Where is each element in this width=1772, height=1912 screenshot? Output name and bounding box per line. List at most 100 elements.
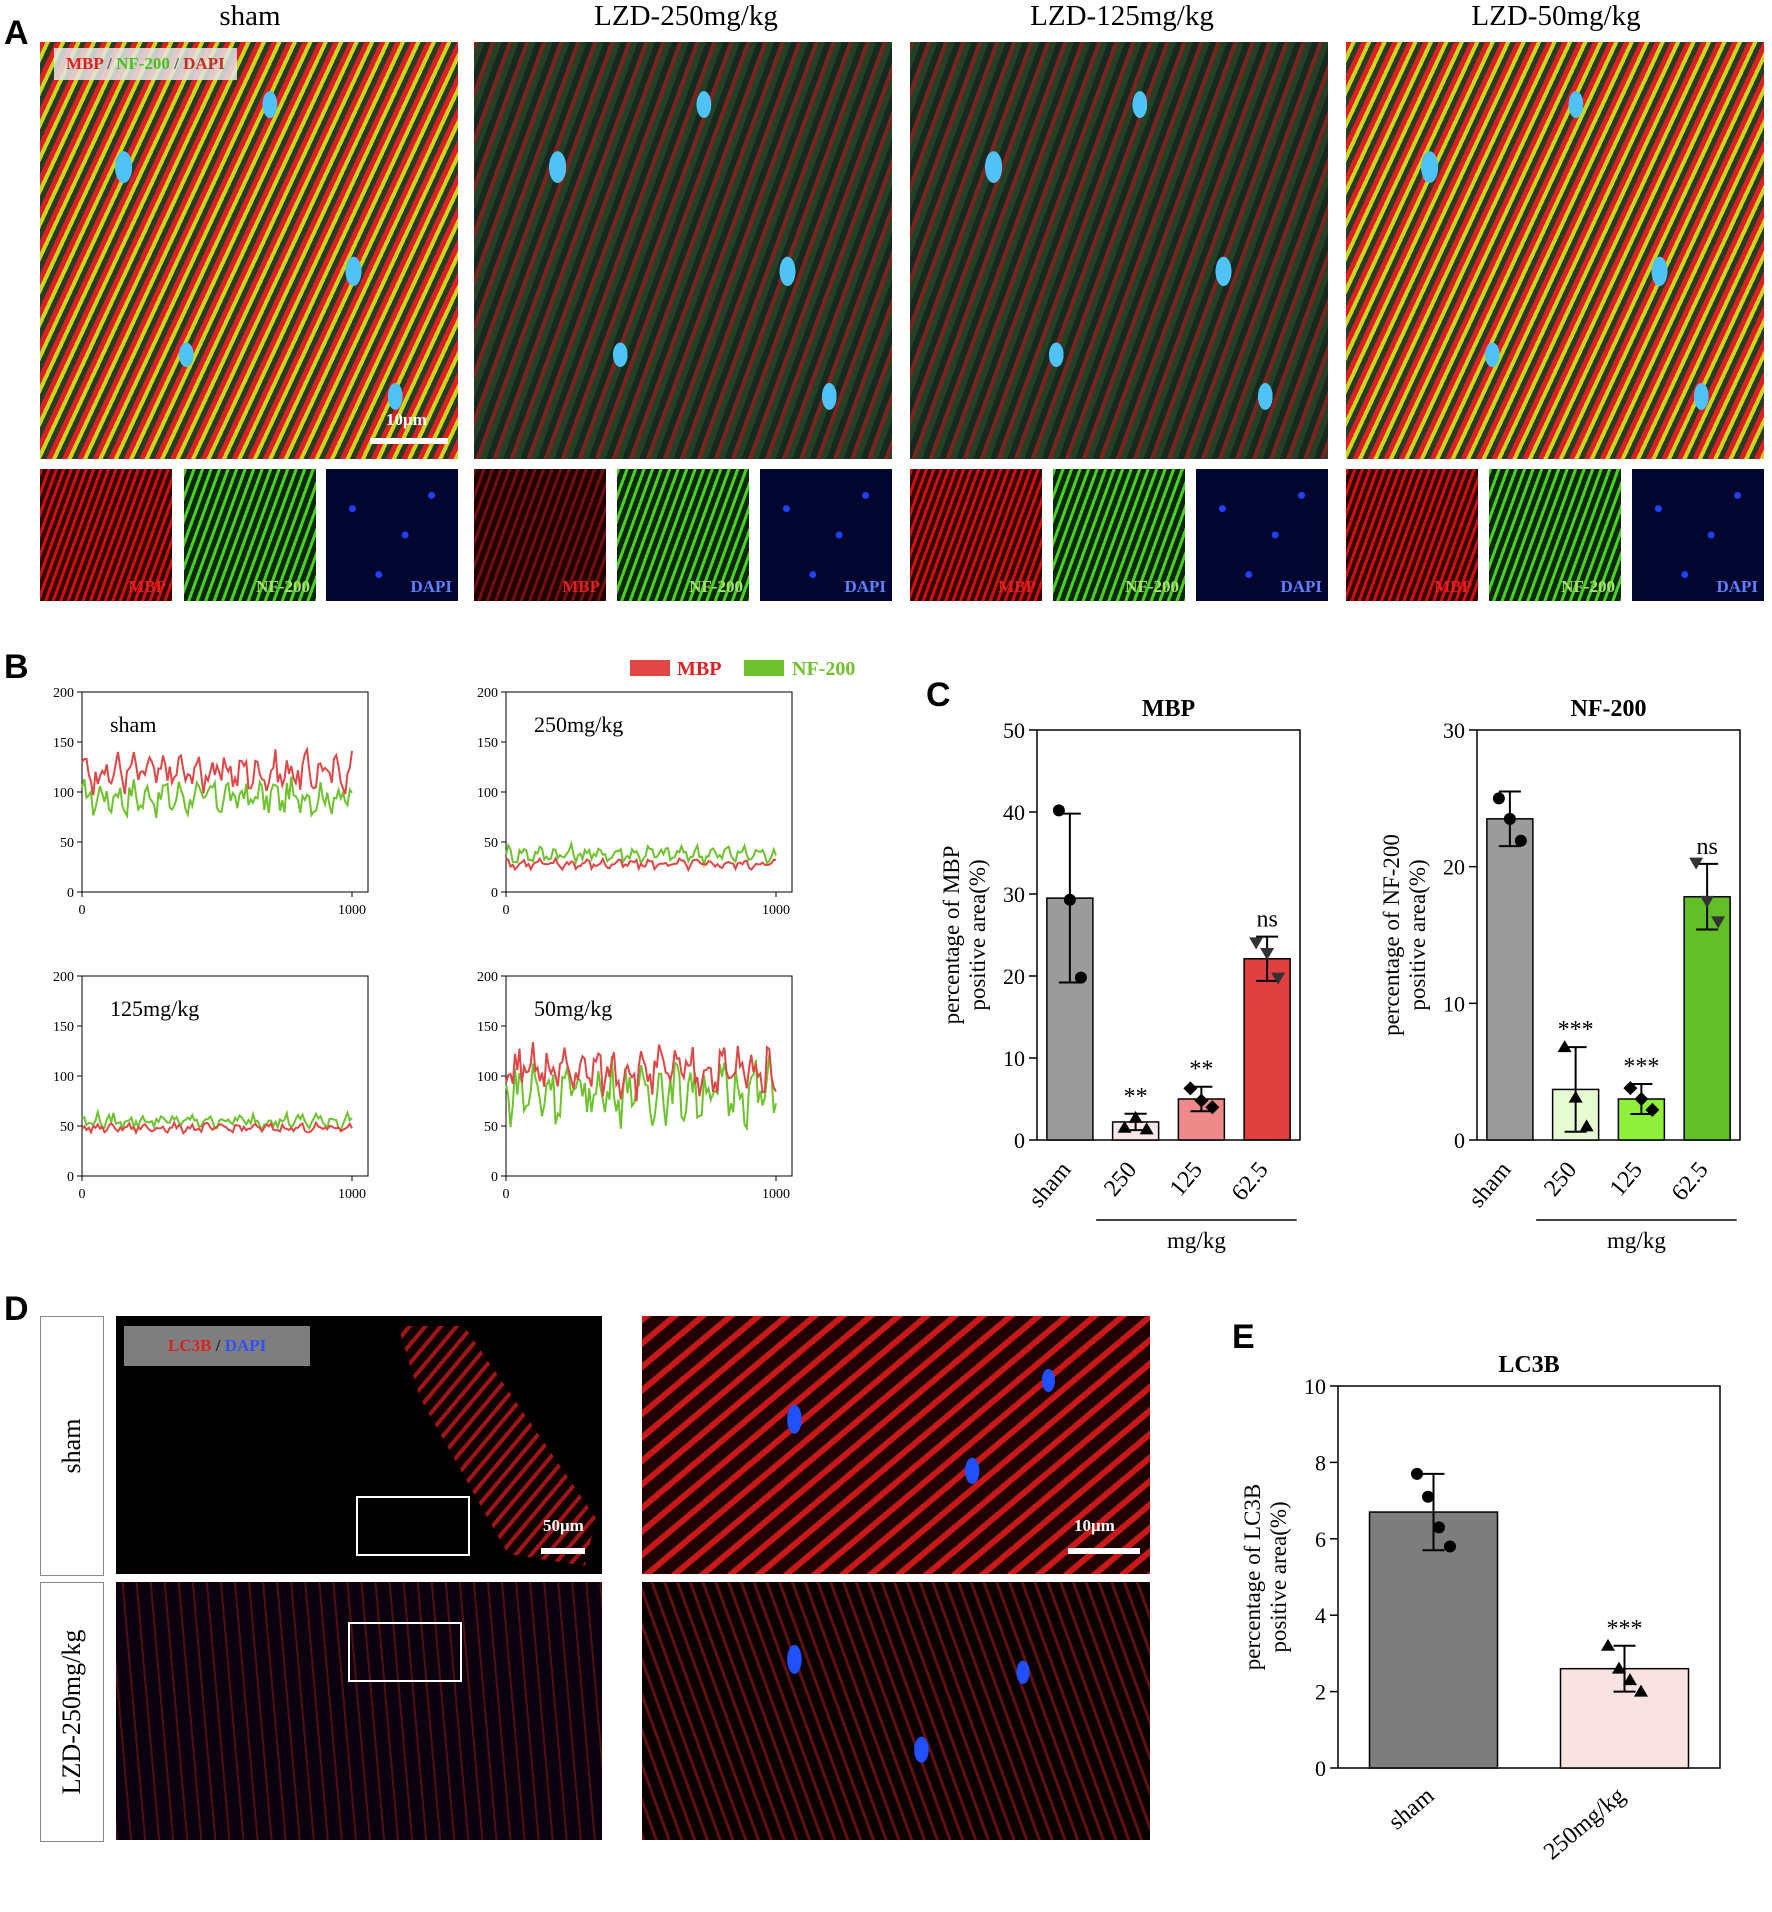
subplot-label: 125mg/kg [110, 996, 199, 1021]
data-point [1194, 1093, 1209, 1108]
channel-dapi-125: DAPI [1196, 469, 1328, 601]
nf200-profile-line [505, 839, 777, 869]
zoom-box [356, 1496, 470, 1556]
y-tick-label: 10 [1443, 991, 1465, 1016]
channel-nf200-50: NF-200 [1489, 469, 1621, 601]
scalebar [541, 1548, 585, 1554]
y-tick-label: 20 [1443, 855, 1465, 880]
y-tick-label: 4 [1315, 1603, 1326, 1628]
bar [1486, 818, 1534, 1141]
y-tick-label: 0 [491, 886, 498, 901]
mbp-profile-line [505, 1041, 777, 1102]
data-point [1557, 1040, 1572, 1053]
y-tick-label: 50 [60, 1120, 74, 1135]
data-point [1568, 1090, 1583, 1103]
x-tick-label: 250 [1099, 1157, 1142, 1201]
data-point [1411, 1467, 1423, 1480]
y-tick-label: 0 [1014, 1128, 1025, 1153]
profile-subplot: 0 50 100 150 200 0 1000 125mg/kg [53, 970, 369, 1202]
y-tick-label: 50 [1003, 718, 1025, 743]
data-point [1260, 948, 1275, 961]
profile-legend: MBP NF-200 [630, 658, 855, 680]
y-tick-label: 200 [477, 970, 498, 985]
data-point [1623, 1673, 1637, 1686]
x-tick-label: 0 [79, 903, 86, 918]
panel-letter-c: C [926, 676, 951, 714]
group-title-lzd-50: LZD-50mg/kg [1471, 0, 1641, 32]
bar [1243, 958, 1291, 1141]
significance-label: ** [1124, 1084, 1148, 1110]
plot-frame [1476, 729, 1741, 1141]
channel-nf200-sham: NF-200 [184, 469, 316, 601]
channel-mbp-125: MBP [910, 469, 1042, 601]
y-tick-label: 200 [53, 970, 74, 985]
x-tick-label: sham [1464, 1157, 1517, 1213]
plot-frame [1036, 729, 1301, 1141]
scalebar [370, 438, 448, 444]
y-tick-label: 200 [477, 686, 498, 701]
data-point [1612, 1661, 1626, 1674]
subplot-label: sham [110, 712, 156, 737]
group-title-lzd-250: LZD-250mg/kg [594, 0, 778, 32]
data-point [1139, 1122, 1154, 1135]
y-tick-label: 0 [1315, 1756, 1326, 1781]
nf200-profile-line [81, 776, 353, 820]
y-tick-label: 0 [491, 1170, 498, 1185]
data-point [1700, 895, 1715, 908]
group-title-sham: sham [219, 0, 281, 32]
channel-dapi-250: DAPI [760, 469, 892, 601]
data-point [1074, 971, 1087, 984]
x-tick-label: 125 [1605, 1157, 1648, 1201]
y-tick-label: 100 [53, 1070, 74, 1085]
channel-label: NF-200 [689, 577, 743, 596]
y-axis-label: percentage of LC3Bpositive area(%) [1240, 1484, 1291, 1670]
channel-label: MBP [562, 577, 600, 596]
legend-label-nf200: NF-200 [792, 658, 855, 680]
row-label-lzd-250: LZD-250mg/kg [40, 1582, 104, 1842]
data-point [1634, 1684, 1648, 1697]
data-point [1422, 1490, 1434, 1503]
merged-image-lzd-250 [474, 42, 892, 459]
legend-swatch-nf200 [744, 660, 784, 676]
y-tick-label: 150 [53, 1020, 74, 1035]
y-tick-label: 150 [477, 1020, 498, 1035]
stain-legend: MBP / NF-200 / DAPI [54, 48, 237, 80]
channel-label: NF-200 [256, 577, 310, 596]
x-tick-label: 0 [503, 1187, 510, 1202]
legend-mbp: MBP [66, 54, 103, 73]
legend-sep: / [169, 54, 184, 73]
plot-frame [1337, 1385, 1721, 1769]
data-point [1444, 1540, 1456, 1553]
channel-nf200-125: NF-200 [1053, 469, 1185, 601]
channel-label: MBP [998, 577, 1036, 596]
subplot-label: 50mg/kg [534, 996, 612, 1021]
y-tick-label: 30 [1003, 882, 1025, 907]
scalebar [1068, 1548, 1140, 1554]
scalebar-label: 10μm [1074, 1516, 1115, 1535]
lc3b-low-sham: LC3B / DAPI 50μm [116, 1316, 602, 1574]
group-title-lzd-125: LZD-125mg/kg [1030, 0, 1214, 32]
stain-legend: LC3B / DAPI [124, 1326, 311, 1366]
data-point [1601, 1638, 1615, 1651]
panel-e-lc3b-chart: LC3B 0 2 4 6 8 10 percentage of LC3Bpositive ar… [1240, 1352, 1721, 1865]
x-tick-label: 62.5 [1667, 1157, 1714, 1206]
x-tick-label: sham [1384, 1782, 1440, 1835]
y-tick-label: 50 [60, 836, 74, 851]
legend-dapi: DAPI [224, 1336, 267, 1355]
y-tick-label: 150 [53, 736, 74, 751]
significance-label: *** [1623, 1054, 1659, 1080]
legend-label-mbp: MBP [677, 658, 721, 680]
data-point [1063, 893, 1076, 906]
channel-mbp-250: MBP [474, 469, 606, 601]
channel-label: MBP [1434, 577, 1472, 596]
y-tick-label: 2 [1315, 1680, 1326, 1705]
y-tick-label: 8 [1315, 1450, 1326, 1475]
significance-label: *** [1607, 1616, 1643, 1642]
legend-dapi: DAPI [183, 54, 225, 73]
y-tick-label: 20 [1003, 964, 1025, 989]
data-point [1433, 1521, 1445, 1534]
data-point [1249, 937, 1264, 950]
x-tick-label: 125 [1165, 1157, 1208, 1201]
y-tick-label: 150 [477, 736, 498, 751]
